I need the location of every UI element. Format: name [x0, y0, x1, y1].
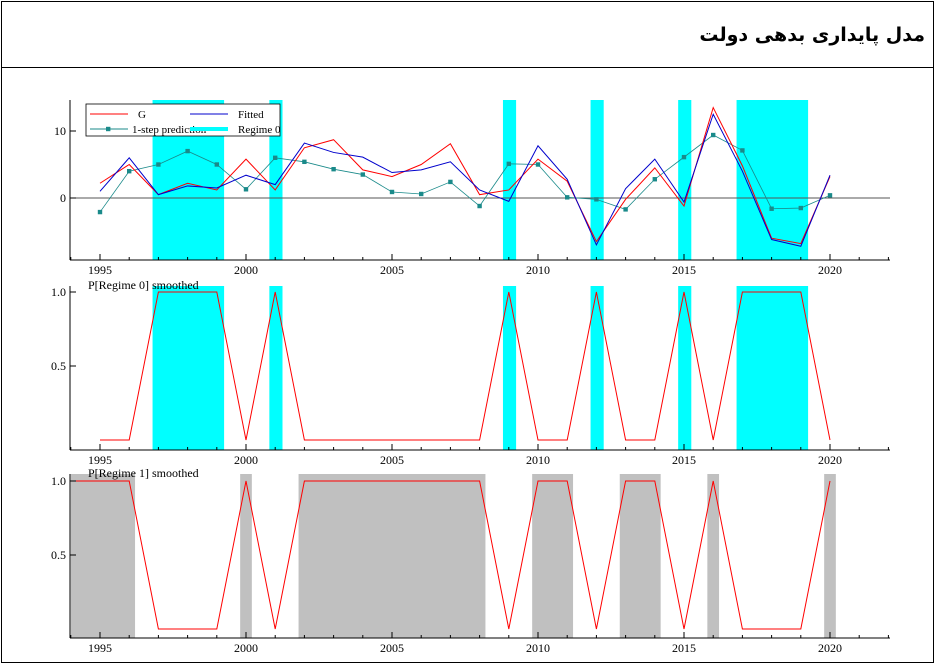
prediction-point: [740, 148, 745, 153]
prediction-point: [769, 206, 774, 211]
regime0-shade: [736, 100, 809, 260]
x-tick-label: 2010: [526, 641, 550, 655]
y-tick-label: 1.0: [51, 474, 66, 488]
prediction-point: [827, 193, 833, 198]
x-tick-label: 2015: [672, 263, 696, 277]
x-tick-label: 2000: [234, 641, 258, 655]
prediction-point: [185, 148, 190, 154]
panel-regime1: 1995 2000 2005 2010 2015 2020 1.0 0.5 P[Regime 1…: [51, 466, 890, 655]
legend: G Fitted 1-step prediction Regime 0: [85, 103, 281, 137]
x-tick-label: 2000: [234, 263, 258, 277]
y-tick-label: 1.0: [51, 285, 66, 299]
y-tick-label: 0.5: [51, 548, 66, 562]
series-probability: [100, 291, 831, 441]
x-tick-label: 2020: [818, 641, 842, 655]
regime0-shade: [678, 100, 692, 260]
x-tick-label: 2015: [672, 453, 696, 467]
prediction-point: [419, 191, 424, 197]
x-tick-label: 1995: [88, 641, 112, 655]
regime0-shade: [269, 100, 283, 260]
series-fitted: [99, 112, 831, 247]
page-title: مدل پایداری بدهی دولت: [699, 24, 925, 46]
x-tick-label: 2005: [380, 641, 404, 655]
regime1-shade: [298, 474, 486, 638]
legend-box: [85, 103, 281, 137]
regime1-shade: [619, 474, 661, 638]
x-tick-label: 2010: [526, 453, 550, 467]
axes-panel-regime0: 1995 2000 2005 2010 2015 2020 1.0 0.5: [51, 285, 890, 467]
prediction-point: [156, 162, 161, 167]
regime0-shade: [736, 286, 809, 450]
title-bar: مدل پایداری بدهی دولت: [2, 2, 933, 68]
legend-label: G: [138, 109, 146, 121]
prediction-point: [389, 189, 395, 195]
prediction-point: [798, 205, 803, 211]
legend-label: 1-step prediction: [132, 124, 207, 136]
regime0-shade: [590, 100, 604, 260]
y-tick-label: 10: [54, 124, 66, 138]
prediction-point: [594, 197, 599, 202]
prediction-point: [448, 179, 453, 185]
prediction-point: [243, 187, 249, 192]
prediction-point: [127, 169, 132, 174]
regime0-shade: [502, 100, 517, 260]
panel-series: 1995 2000 2005 2010 2015 2020 10 0 G Fitted 1-step…: [54, 100, 890, 277]
prediction-point: [711, 132, 716, 138]
prediction-point: [214, 162, 219, 167]
prediction-point: [535, 162, 541, 167]
x-tick-label: 2020: [818, 263, 842, 277]
y-tick-label: 0: [60, 191, 66, 205]
regime0-shade: [269, 286, 283, 450]
prediction-point: [623, 207, 628, 212]
regime0-shade: [502, 286, 517, 450]
x-tick-label: 2010: [526, 263, 550, 277]
regime1-shade: [532, 474, 574, 638]
prediction-point: [273, 155, 278, 160]
x-tick-label: 2005: [380, 263, 404, 277]
series-G: [99, 106, 831, 245]
prediction-point: [506, 161, 511, 167]
regime1-shade: [824, 474, 836, 638]
prediction-point: [331, 166, 336, 172]
x-tick-label: 2000: [234, 453, 258, 467]
prediction-point: [652, 177, 657, 182]
prediction-point: [302, 159, 307, 165]
legend-marker: [106, 126, 111, 132]
prediction-point: [477, 203, 482, 209]
axes-panel-series: 1995 2000 2005 2010 2015 2020 10 0: [54, 100, 890, 277]
series-1-step-prediction: [99, 134, 831, 213]
y-tick-label: 0.5: [51, 359, 66, 373]
prediction-point: [360, 172, 365, 177]
panel-title: P[Regime 1] smoothed: [88, 466, 199, 480]
regime1-shade: [707, 474, 720, 638]
x-tick-label: 2005: [380, 453, 404, 467]
regime0-shade: [590, 286, 604, 450]
regime0-shade: [152, 286, 225, 450]
x-tick-label: 2020: [818, 453, 842, 467]
prediction-point: [565, 195, 570, 200]
regime1-shade: [240, 474, 252, 638]
axes-panel-regime1: 1995 2000 2005 2010 2015 2020 1.0 0.5: [51, 474, 890, 655]
regime1-shade: [70, 474, 136, 638]
prediction-point: [681, 154, 687, 160]
legend-label: Fitted: [238, 109, 264, 121]
panel-title: P[Regime 0] smoothed: [88, 278, 199, 292]
series-probability: [70, 480, 831, 630]
x-tick-label: 1995: [88, 453, 112, 467]
panel-regime0: 1995 2000 2005 2010 2015 2020 1.0 0.5 P[Regime 0…: [51, 278, 890, 467]
x-tick-label: 2015: [672, 641, 696, 655]
legend-label: Regime 0: [238, 124, 281, 136]
regime0-shade: [678, 286, 692, 450]
prediction-point: [97, 209, 103, 215]
x-tick-label: 1995: [88, 263, 112, 277]
